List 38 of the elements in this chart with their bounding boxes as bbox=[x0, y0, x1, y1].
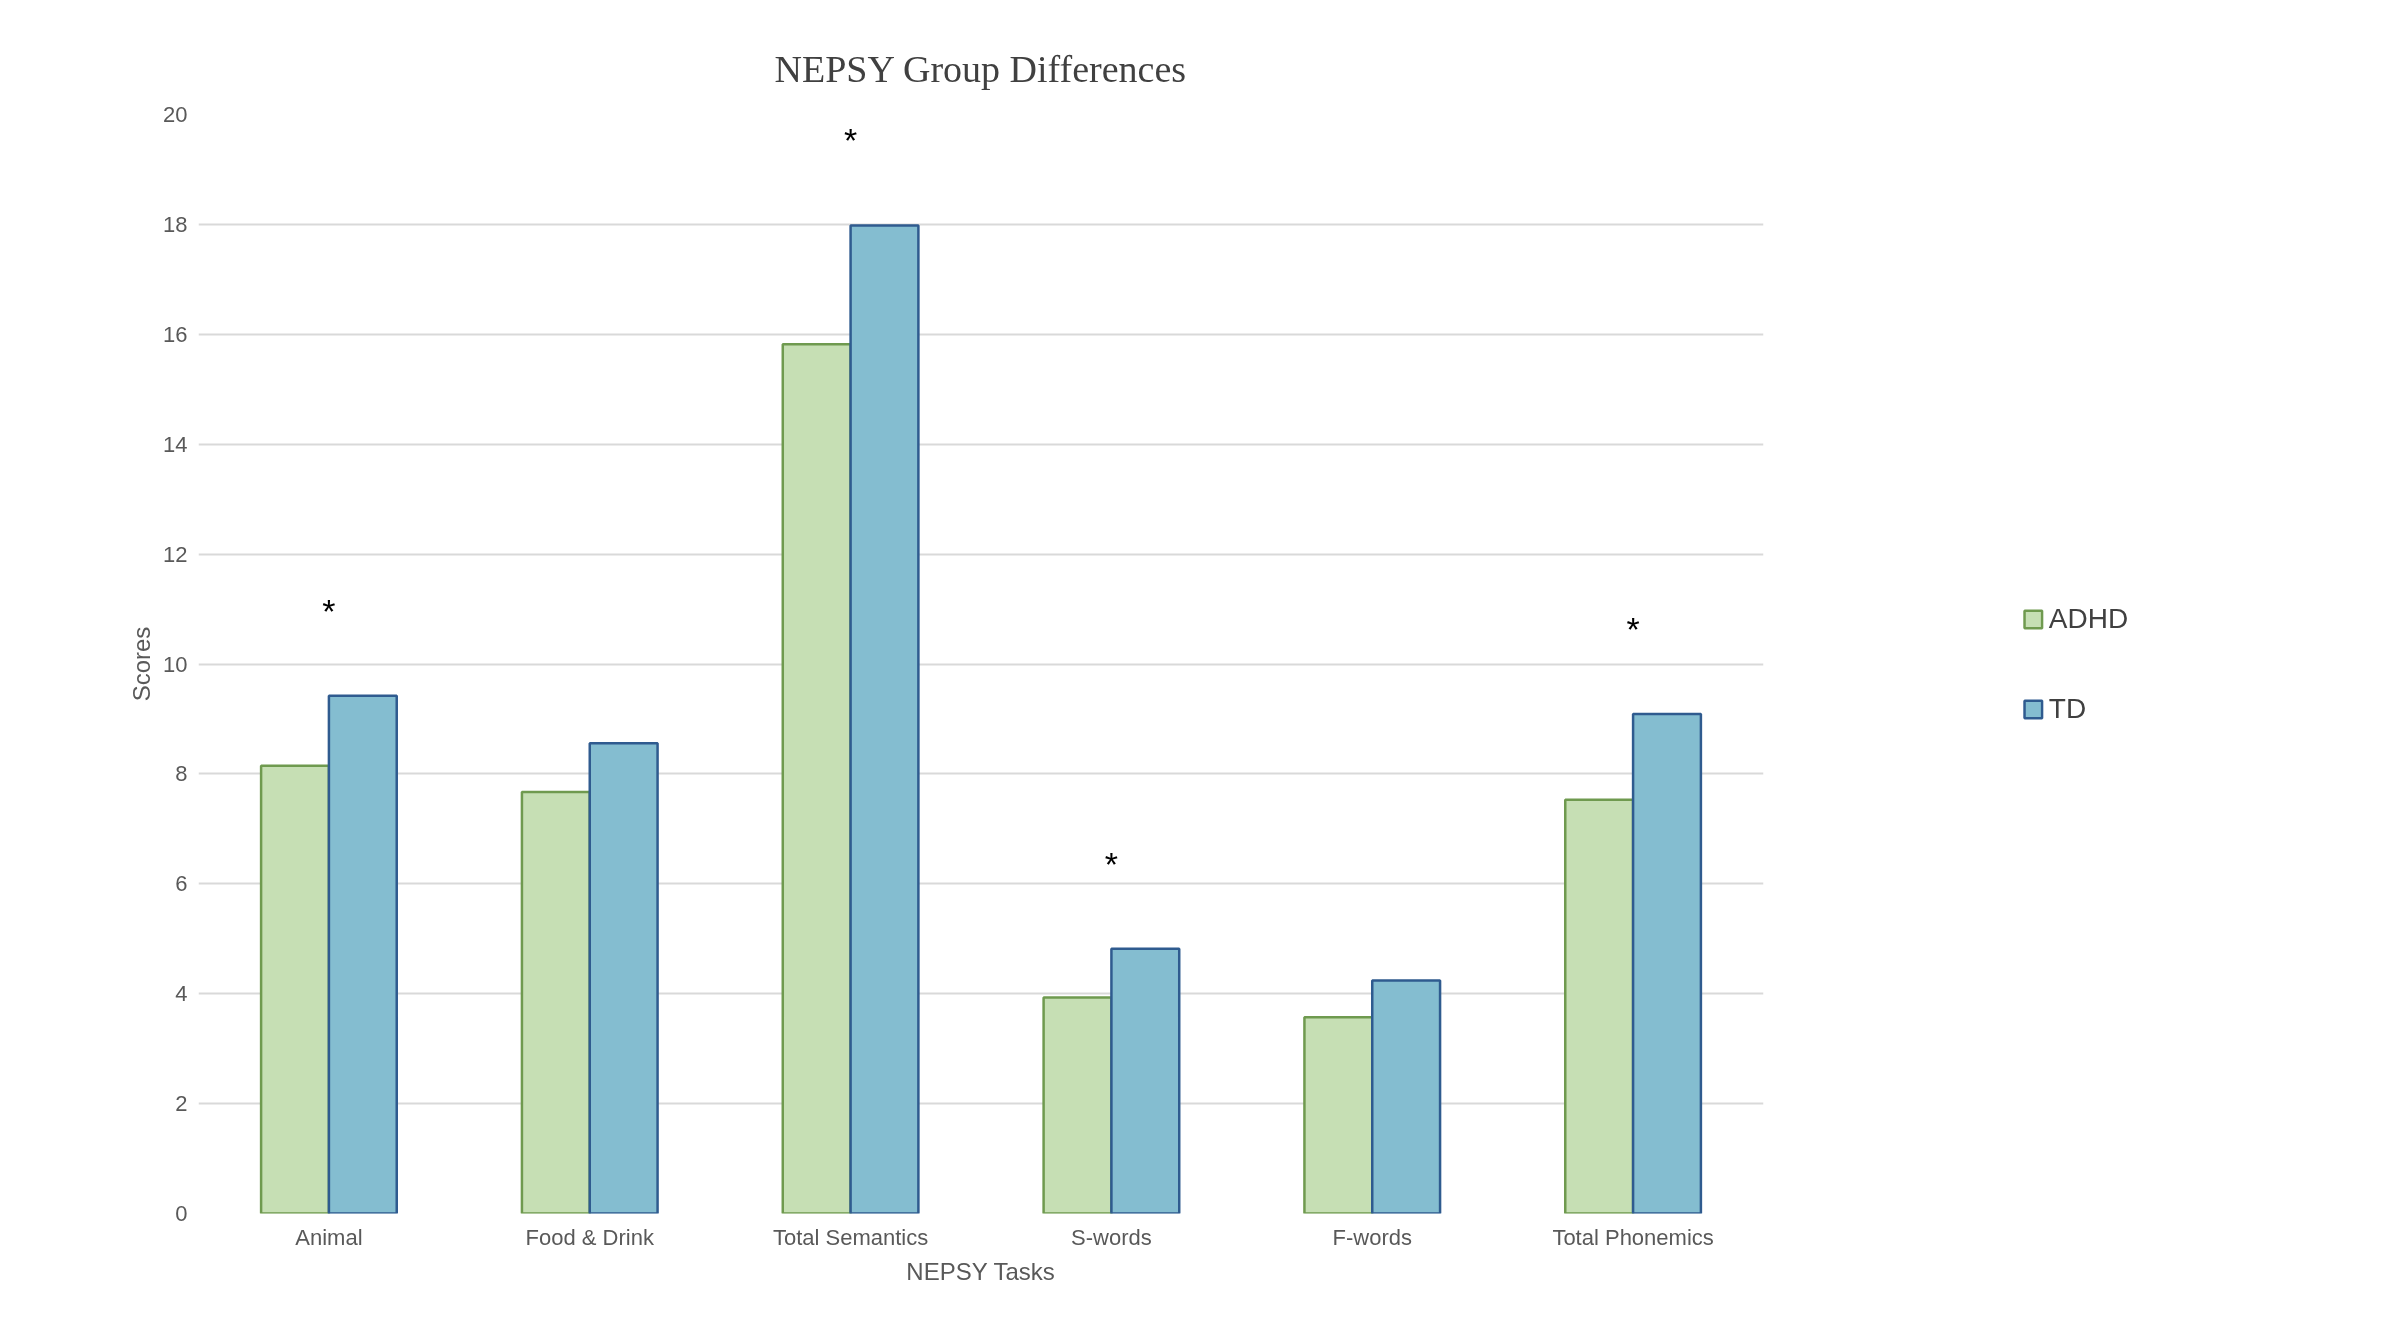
x-tick-label: F-words bbox=[1332, 1224, 1412, 1250]
x-axis-title: NEPSY Tasks bbox=[906, 1257, 1055, 1285]
bar bbox=[259, 764, 331, 1214]
legend-label: ADHD bbox=[2048, 601, 2129, 636]
y-tick-label: 6 bbox=[175, 871, 188, 897]
x-tick-label: S-words bbox=[1071, 1224, 1152, 1250]
bar bbox=[1110, 947, 1181, 1214]
y-tick-label: 2 bbox=[175, 1091, 188, 1117]
chart-title: NEPSY Group Differences bbox=[774, 47, 1187, 90]
bar bbox=[1371, 979, 1442, 1214]
annotation: * bbox=[1104, 844, 1119, 883]
bar bbox=[1631, 712, 1703, 1214]
y-tick-label: 20 bbox=[163, 102, 188, 127]
y-axis-title: Scores bbox=[128, 626, 156, 702]
y-tick-label: 16 bbox=[163, 321, 188, 347]
bar bbox=[781, 342, 852, 1214]
y-tick-label: 14 bbox=[163, 431, 188, 457]
y-tick-label: 10 bbox=[163, 651, 188, 677]
annotation: * bbox=[1626, 610, 1640, 648]
annotation: * bbox=[843, 121, 858, 160]
x-tick-label: Total Phonemics bbox=[1552, 1224, 1714, 1250]
y-tick-label: 4 bbox=[175, 981, 188, 1007]
bar bbox=[1303, 1016, 1374, 1214]
bar bbox=[588, 741, 659, 1214]
bar bbox=[520, 790, 591, 1214]
x-tick-label: Total Semantics bbox=[772, 1224, 929, 1250]
y-tick-label: 12 bbox=[163, 541, 188, 567]
bar bbox=[849, 224, 920, 1214]
bar bbox=[1564, 798, 1635, 1214]
x-tick-label: Animal bbox=[295, 1224, 363, 1250]
legend-label: TD bbox=[2048, 691, 2087, 726]
x-tick-label: Food & Drink bbox=[525, 1224, 655, 1250]
annotation: * bbox=[322, 591, 336, 630]
bar bbox=[1042, 996, 1113, 1214]
y-tick-label: 8 bbox=[175, 761, 188, 787]
y-tick-label: 0 bbox=[175, 1201, 188, 1226]
bar bbox=[327, 694, 398, 1214]
y-tick-label: 18 bbox=[163, 211, 188, 237]
